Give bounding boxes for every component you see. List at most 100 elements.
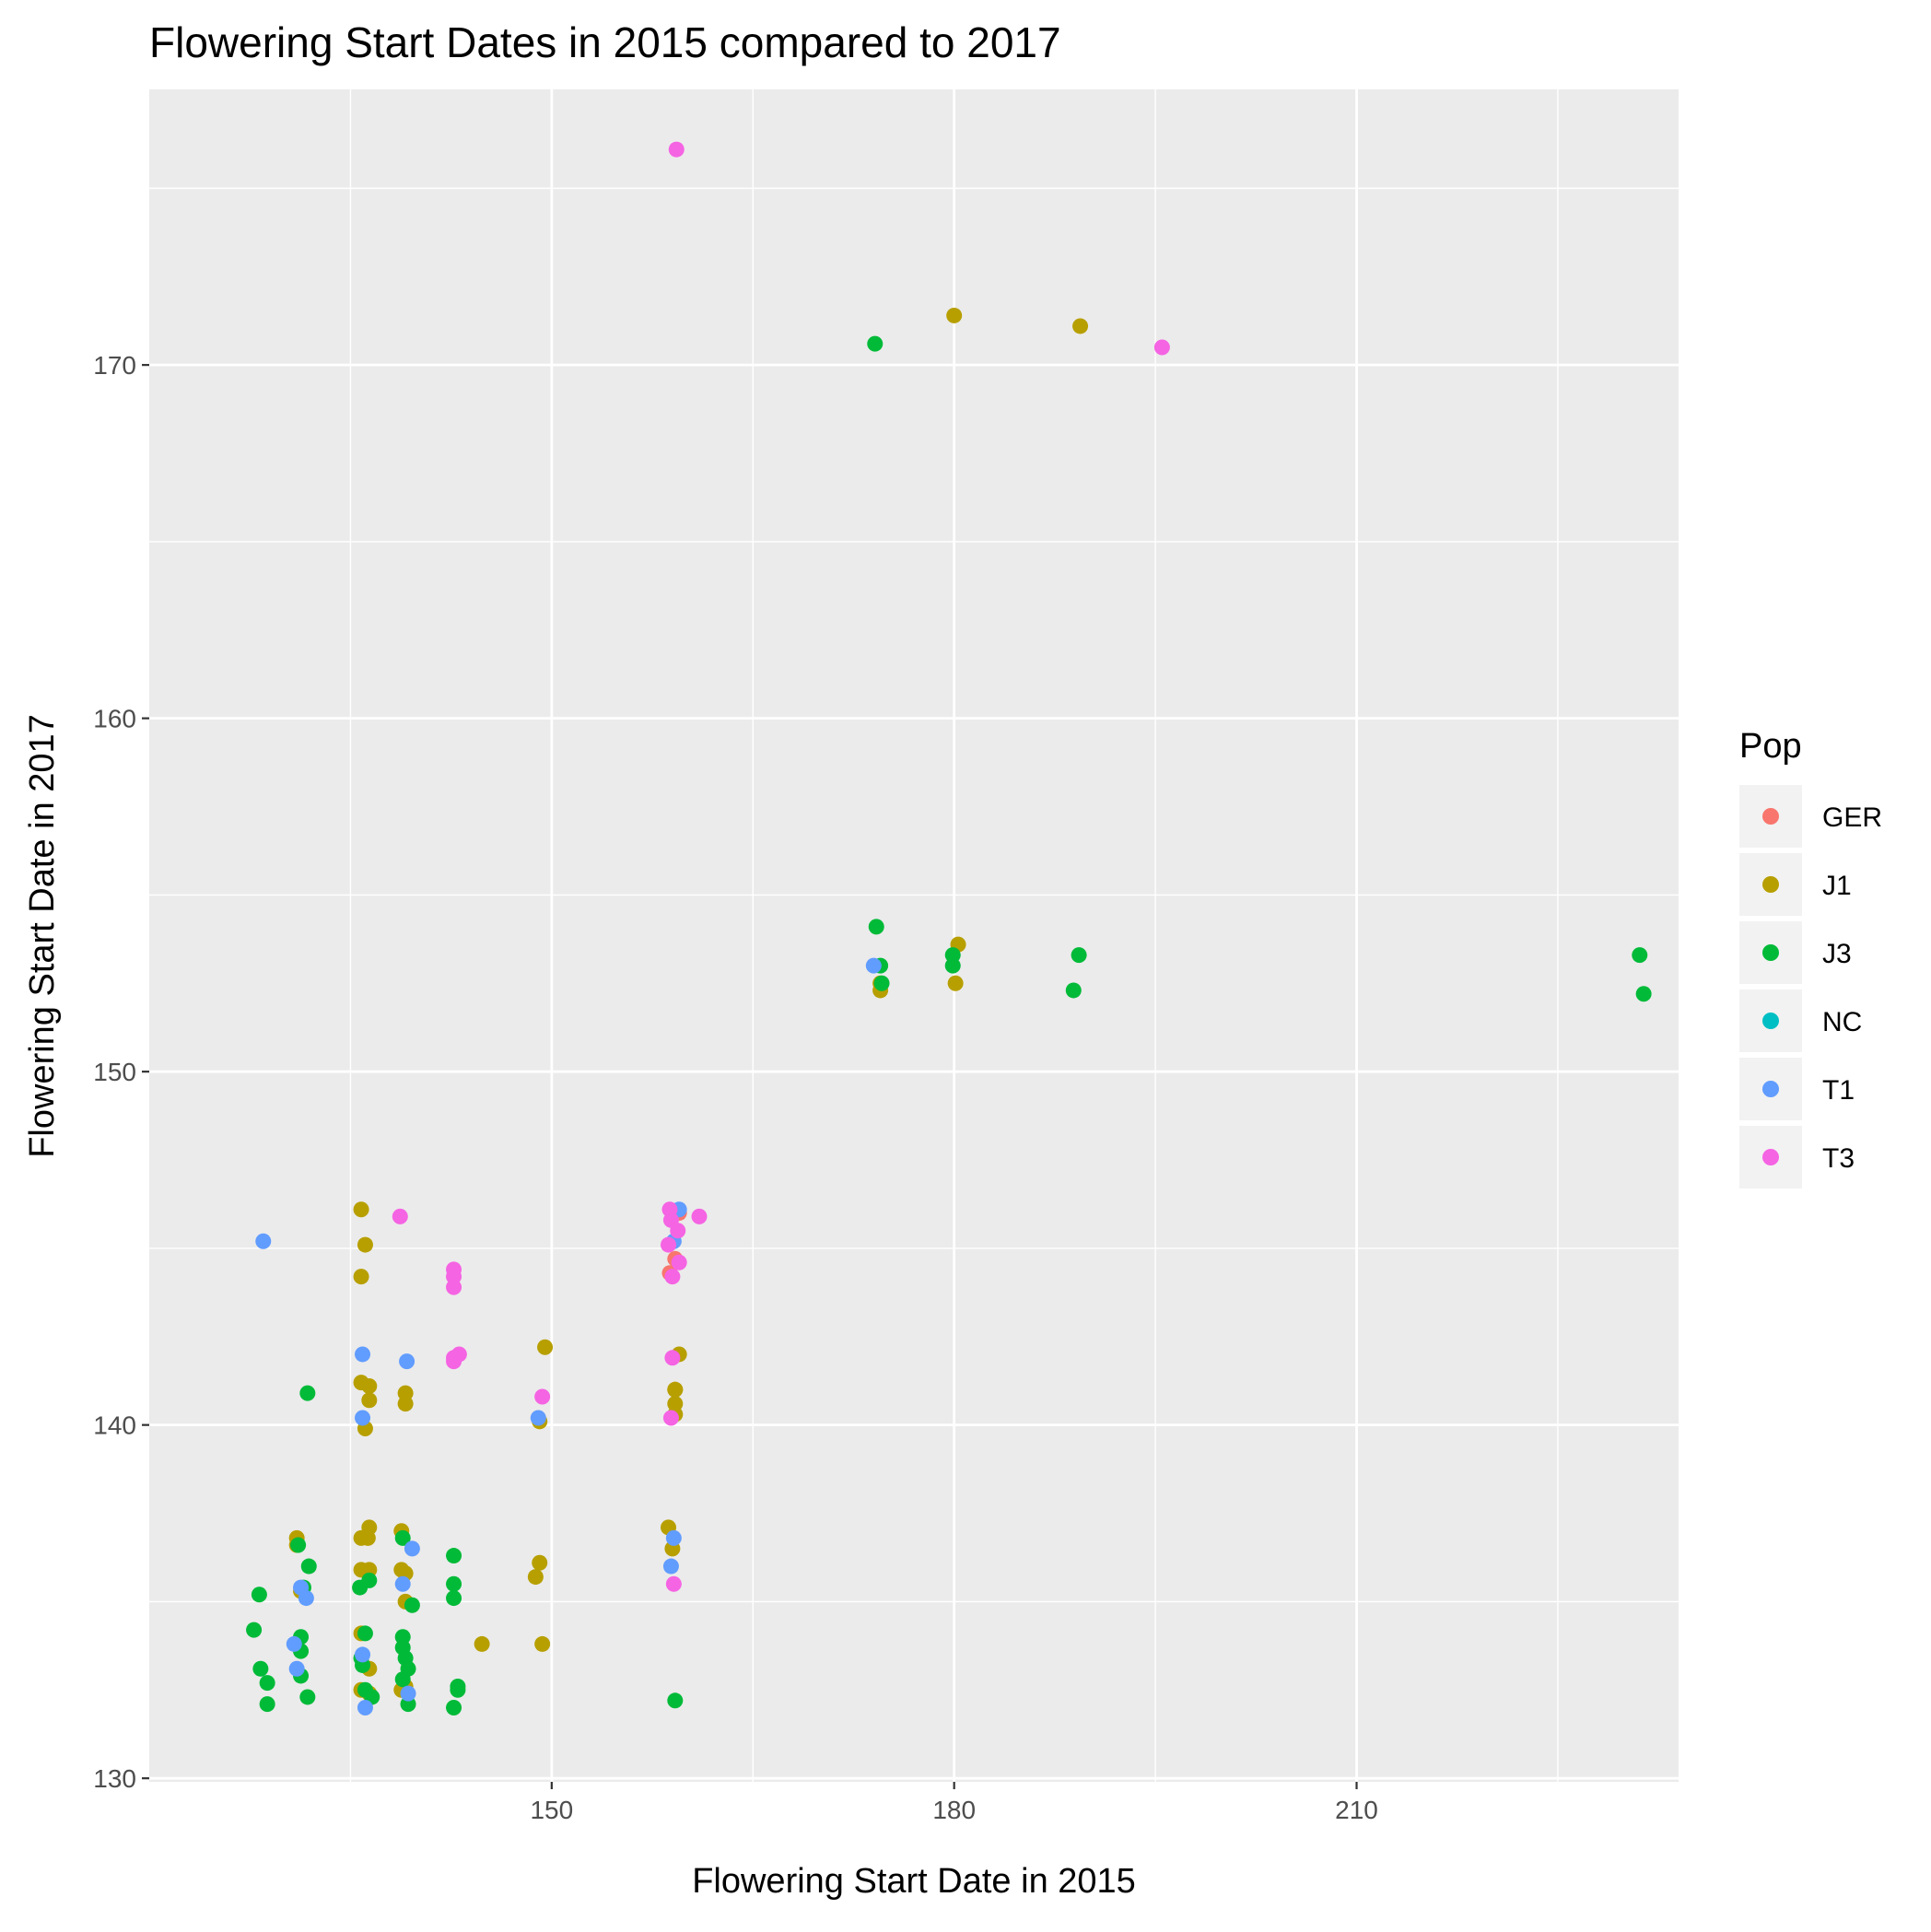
data-point-t1 xyxy=(394,1575,411,1592)
data-point-t3 xyxy=(446,1279,462,1295)
data-point-t1 xyxy=(298,1590,314,1607)
y-tick-label: 150 xyxy=(93,1058,136,1086)
y-tick-label: 130 xyxy=(93,1764,136,1793)
data-point-j3 xyxy=(246,1622,263,1638)
x-tick-label: 210 xyxy=(1335,1796,1378,1824)
plot-panel xyxy=(149,89,1679,1782)
data-point-t3 xyxy=(534,1388,551,1405)
data-point-t1 xyxy=(255,1233,272,1249)
data-point-t3 xyxy=(664,1269,681,1285)
data-point-j1 xyxy=(361,1519,378,1536)
y-tick-label: 140 xyxy=(93,1411,136,1440)
data-point-t1 xyxy=(357,1699,373,1715)
data-point-j1 xyxy=(946,307,963,323)
data-point-j3 xyxy=(299,1689,316,1705)
data-point-j1 xyxy=(947,975,964,991)
data-point-j3 xyxy=(446,1699,462,1715)
data-point-j3 xyxy=(259,1696,275,1713)
chart-title: Flowering Start Dates in 2015 compared t… xyxy=(149,18,1061,66)
data-point-j3 xyxy=(873,975,890,991)
data-point-j3 xyxy=(252,1660,269,1677)
data-point-j3 xyxy=(259,1675,275,1692)
data-point-j3 xyxy=(404,1597,420,1613)
legend-swatch-t1 xyxy=(1762,1081,1779,1097)
data-point-j3 xyxy=(251,1587,267,1603)
data-point-t1 xyxy=(286,1635,302,1652)
data-point-j1 xyxy=(1072,318,1089,334)
data-point-j3 xyxy=(450,1681,466,1698)
data-point-j3 xyxy=(446,1590,462,1607)
data-point-t3 xyxy=(668,141,685,158)
data-point-t3 xyxy=(691,1208,708,1224)
data-point-t3 xyxy=(665,1575,682,1592)
data-point-j1 xyxy=(667,1381,684,1398)
data-point-t3 xyxy=(392,1208,408,1224)
data-point-j3 xyxy=(357,1625,373,1642)
data-point-j3 xyxy=(1632,947,1648,964)
x-tick-label: 180 xyxy=(932,1796,976,1824)
data-point-t1 xyxy=(400,1685,416,1702)
data-point-j1 xyxy=(357,1236,373,1253)
data-points xyxy=(246,141,1652,1715)
legend: Pop GER J1 J3 NC T1 T3 xyxy=(1739,727,1882,1188)
data-point-j1 xyxy=(397,1396,414,1412)
data-point-j3 xyxy=(290,1537,307,1553)
legend-label-t3: T3 xyxy=(1822,1143,1855,1174)
data-point-j1 xyxy=(353,1201,369,1218)
y-tick-label: 170 xyxy=(93,351,136,380)
legend-label-j1: J1 xyxy=(1822,871,1852,901)
data-point-t1 xyxy=(404,1540,420,1557)
data-point-j1 xyxy=(534,1635,551,1652)
legend-swatch-ger xyxy=(1762,808,1779,825)
legend-label-t1: T1 xyxy=(1822,1075,1855,1106)
y-tick-label: 160 xyxy=(93,705,136,733)
data-point-j3 xyxy=(446,1575,462,1592)
legend-swatch-nc xyxy=(1762,1013,1779,1029)
axes: 150 180 210 130 140 150 160 170 xyxy=(93,351,1378,1824)
data-point-t3 xyxy=(1153,339,1170,356)
data-point-j3 xyxy=(867,335,884,352)
x-tick-label: 150 xyxy=(530,1796,573,1824)
data-point-j3 xyxy=(1071,947,1087,964)
data-point-j3 xyxy=(1635,986,1652,1002)
data-point-j3 xyxy=(400,1660,416,1677)
data-point-t3 xyxy=(670,1223,686,1239)
legend-swatch-j3 xyxy=(1762,944,1779,961)
data-point-t1 xyxy=(662,1558,679,1575)
data-point-t1 xyxy=(355,1410,371,1426)
x-axis-title: Flowering Start Date in 2015 xyxy=(692,1862,1136,1901)
data-point-t1 xyxy=(665,1529,682,1546)
data-point-j3 xyxy=(361,1572,378,1588)
data-point-t1 xyxy=(355,1646,371,1663)
data-point-j3 xyxy=(868,919,884,935)
data-point-t1 xyxy=(530,1410,546,1426)
data-point-j1 xyxy=(353,1269,369,1285)
data-point-t3 xyxy=(664,1350,681,1366)
legend-swatch-j1 xyxy=(1762,876,1779,893)
data-point-j1 xyxy=(537,1339,554,1355)
data-point-t3 xyxy=(661,1236,677,1253)
data-point-j1 xyxy=(361,1392,378,1409)
data-point-j3 xyxy=(300,1558,317,1575)
legend-title: Pop xyxy=(1739,727,1802,766)
data-point-t1 xyxy=(355,1346,371,1363)
legend-swatch-t3 xyxy=(1762,1149,1779,1165)
y-axis-title: Flowering Start Date in 2017 xyxy=(23,714,62,1158)
legend-label-j3: J3 xyxy=(1822,939,1852,969)
data-point-j3 xyxy=(944,957,961,974)
data-point-t3 xyxy=(671,1254,687,1270)
legend-label-nc: NC xyxy=(1822,1007,1862,1037)
data-point-t1 xyxy=(399,1353,415,1370)
data-point-t1 xyxy=(288,1660,305,1677)
major-gridlines xyxy=(149,89,1679,1782)
data-point-j1 xyxy=(361,1377,378,1394)
data-point-j1 xyxy=(474,1635,490,1652)
data-point-t1 xyxy=(865,957,882,974)
data-point-t3 xyxy=(662,1410,679,1426)
data-point-j3 xyxy=(446,1548,462,1564)
data-point-j1 xyxy=(527,1569,544,1586)
data-point-t3 xyxy=(451,1346,467,1363)
legend-label-ger: GER xyxy=(1822,802,1882,833)
data-point-j1 xyxy=(532,1554,548,1571)
